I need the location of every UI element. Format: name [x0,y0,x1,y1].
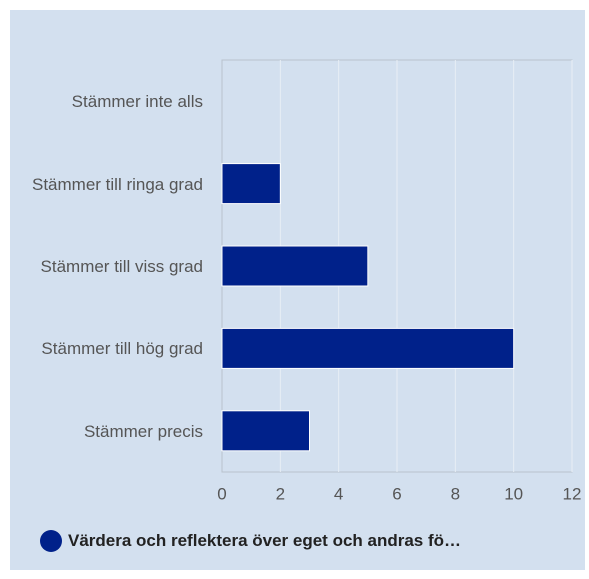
bar [221,327,515,369]
y-tick-label: Stämmer till hög grad [41,339,203,359]
y-tick-label: Stämmer inte alls [71,92,203,112]
x-tick-label: 4 [334,484,343,503]
x-tick-label: 0 [217,484,226,503]
x-tick-label: 12 [563,484,582,503]
x-tick-label: 2 [276,484,285,503]
x-tick-label: 6 [392,484,401,503]
bar [221,163,281,205]
legend-label: Värdera och reflektera över eget och and… [68,531,462,550]
bar [221,410,310,452]
legend: Värdera och reflektera över eget och and… [40,530,461,552]
legend-swatch [40,530,62,552]
x-tick-label: 8 [451,484,460,503]
y-tick-label: Stämmer precis [83,421,203,441]
chart-background [10,10,585,570]
y-tick-label: Stämmer till ringa grad [31,174,203,194]
bar [221,245,369,287]
y-tick-label: Stämmer till viss grad [40,257,203,276]
x-tick-label: 10 [504,484,523,503]
